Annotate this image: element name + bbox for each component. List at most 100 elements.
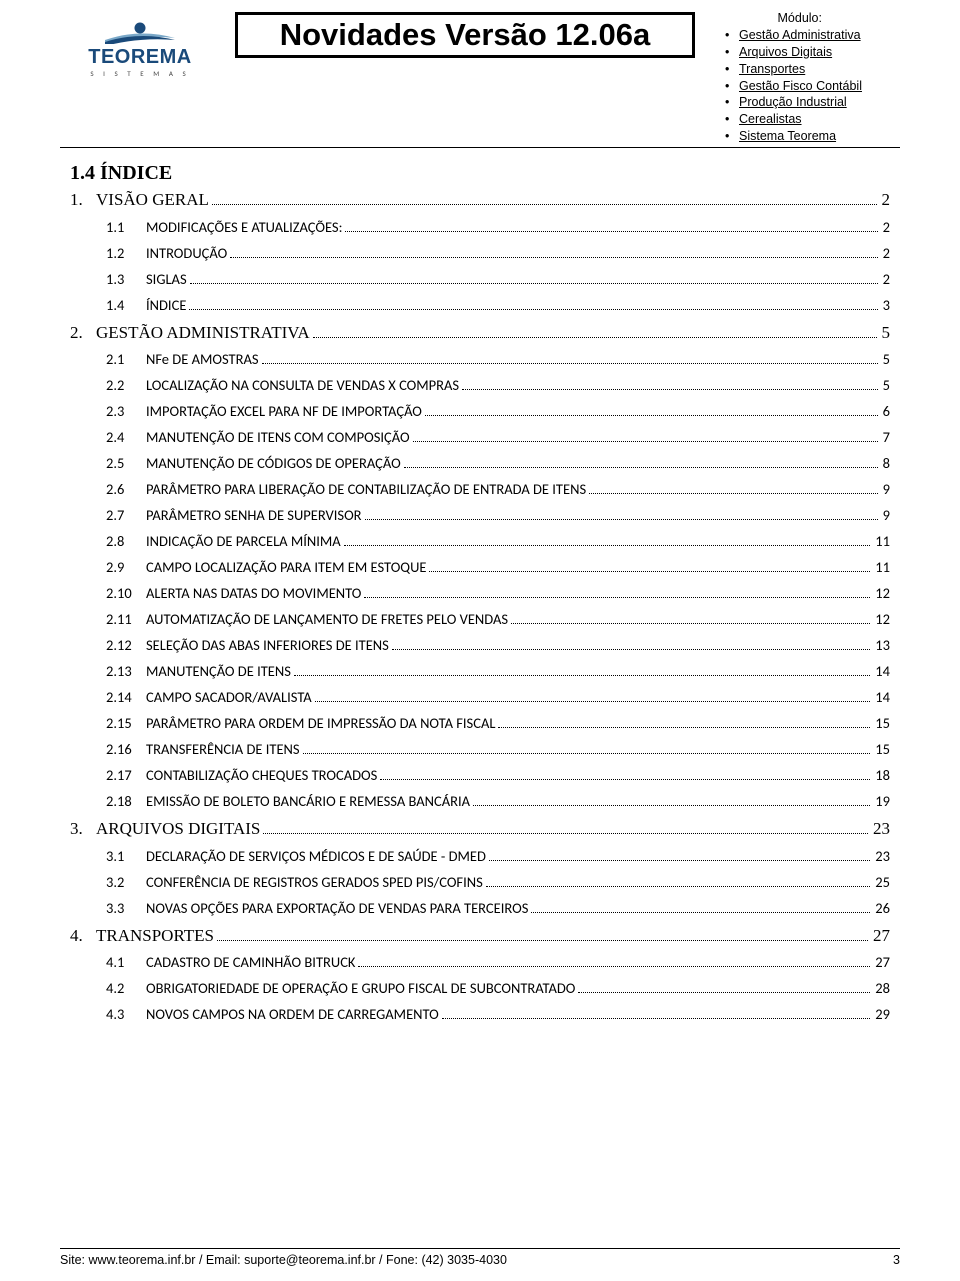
toc-number: 2.5 xyxy=(106,456,146,471)
toc-section[interactable]: 1.VISÃO GERAL2 xyxy=(70,191,890,208)
toc-entry[interactable]: 1.4ÍNDICE3 xyxy=(70,298,890,313)
toc-label: IMPORTAÇÃO EXCEL PARA NF DE IMPORTAÇÃO xyxy=(146,404,422,419)
module-item: Transportes xyxy=(727,61,862,78)
toc-page: 28 xyxy=(873,981,890,996)
toc-label: NOVOS CAMPOS NA ORDEM DE CARREGAMENTO xyxy=(146,1007,439,1022)
toc-page: 26 xyxy=(873,901,890,916)
toc-entry[interactable]: 2.18EMISSÃO DE BOLETO BANCÁRIO E REMESSA… xyxy=(70,794,890,809)
toc-number: 2.17 xyxy=(106,768,146,783)
toc-number: 2.3 xyxy=(106,404,146,419)
toc-leader xyxy=(315,701,871,702)
module-link[interactable]: Gestão Administrativa xyxy=(739,28,861,42)
toc-leader xyxy=(473,805,870,806)
toc-entry[interactable]: 2.10ALERTA NAS DATAS DO MOVIMENTO12 xyxy=(70,586,890,601)
toc-leader xyxy=(344,545,871,546)
toc-page: 27 xyxy=(873,955,890,970)
toc-leader xyxy=(413,441,878,442)
toc-section[interactable]: 3.ARQUIVOS DIGITAIS 23 xyxy=(70,820,890,837)
toc-label: MANUTENÇÃO DE ITENS COM COMPOSIÇÃO xyxy=(146,430,410,445)
toc-entry[interactable]: 4.3NOVOS CAMPOS NA ORDEM DE CARREGAMENTO… xyxy=(70,1007,890,1022)
module-link[interactable]: Arquivos Digitais xyxy=(739,45,832,59)
toc-entry[interactable]: 2.6PARÂMETRO PARA LIBERAÇÃO DE CONTABILI… xyxy=(70,482,890,497)
toc-number: 2.2 xyxy=(106,378,146,393)
module-item: Sistema Teorema xyxy=(727,128,862,145)
toc-label: ÍNDICE xyxy=(146,298,186,313)
toc-number: 2.16 xyxy=(106,742,146,757)
module-link[interactable]: Produção Industrial xyxy=(739,95,847,109)
toc-label: CONFERÊNCIA DE REGISTROS GERADOS SPED PI… xyxy=(146,875,483,890)
title-block: Novidades Versão 12.06a xyxy=(235,12,695,58)
module-link[interactable]: Gestão Fisco Contábil xyxy=(739,79,862,93)
toc-label: TRANSPORTES xyxy=(96,927,214,944)
toc-section[interactable]: 4.TRANSPORTES27 xyxy=(70,927,890,944)
toc-entry[interactable]: 3.1DECLARAÇÃO DE SERVIÇOS MÉDICOS E DE S… xyxy=(70,849,890,864)
logo-swoosh-icon xyxy=(100,22,180,44)
toc-entry[interactable]: 2.3IMPORTAÇÃO EXCEL PARA NF DE IMPORTAÇÃ… xyxy=(70,404,890,419)
toc-leader xyxy=(345,231,877,232)
toc-page: 2 xyxy=(881,272,890,287)
toc-leader xyxy=(262,363,878,364)
toc-entry[interactable]: 1.2INTRODUÇÃO2 xyxy=(70,246,890,261)
page-title: Novidades Versão 12.06a xyxy=(280,17,651,52)
toc-leader xyxy=(462,389,878,390)
toc-page: 9 xyxy=(881,482,890,497)
toc-number: 1.3 xyxy=(106,272,146,287)
logo-subtitle: S I S T E M A S xyxy=(90,69,189,78)
toc-entry[interactable]: 2.15PARÂMETRO PARA ORDEM DE IMPRESSÃO DA… xyxy=(70,716,890,731)
toc-entry[interactable]: 2.7PARÂMETRO SENHA DE SUPERVISOR9 xyxy=(70,508,890,523)
toc-entry[interactable]: 2.5MANUTENÇÃO DE CÓDIGOS DE OPERAÇÃO8 xyxy=(70,456,890,471)
toc-entry[interactable]: 2.12SELEÇÃO DAS ABAS INFERIORES DE ITENS… xyxy=(70,638,890,653)
module-link[interactable]: Cerealistas xyxy=(739,112,802,126)
toc-entry[interactable]: 1.3SIGLAS2 xyxy=(70,272,890,287)
toc-leader xyxy=(589,493,878,494)
toc-entry[interactable]: 2.17CONTABILIZAÇÃO CHEQUES TROCADOS18 xyxy=(70,768,890,783)
toc-leader xyxy=(230,257,877,258)
toc-page: 15 xyxy=(873,742,890,757)
toc-page: 5 xyxy=(881,352,890,367)
logo: TEOREMA S I S T E M A S xyxy=(60,22,220,78)
footer-page-number: 3 xyxy=(893,1253,900,1267)
toc-entry[interactable]: 1.1MODIFICAÇÕES E ATUALIZAÇÕES:2 xyxy=(70,220,890,235)
toc-number: 3.1 xyxy=(106,849,146,864)
toc-number: 2.4 xyxy=(106,430,146,445)
toc-number: 3. xyxy=(70,820,96,837)
toc-leader xyxy=(392,649,870,650)
module-item: Gestão Fisco Contábil xyxy=(727,78,862,95)
module-label: Módulo: xyxy=(715,10,862,27)
toc-page: 14 xyxy=(873,690,890,705)
toc-entry[interactable]: 2.1NFe DE AMOSTRAS5 xyxy=(70,352,890,367)
toc-label: EMISSÃO DE BOLETO BANCÁRIO E REMESSA BAN… xyxy=(146,794,470,809)
toc-leader xyxy=(442,1018,871,1019)
toc-entry[interactable]: 4.1CADASTRO DE CAMINHÃO BITRUCK27 xyxy=(70,955,890,970)
page-header: TEOREMA S I S T E M A S Novidades Versão… xyxy=(60,10,900,148)
toc-entry[interactable]: 3.2CONFERÊNCIA DE REGISTROS GERADOS SPED… xyxy=(70,875,890,890)
toc-entry[interactable]: 3.3NOVAS OPÇÕES PARA EXPORTAÇÃO DE VENDA… xyxy=(70,901,890,916)
toc-page: 23 xyxy=(871,820,890,837)
toc-label: MODIFICAÇÕES E ATUALIZAÇÕES: xyxy=(146,220,342,235)
toc-entry[interactable]: 2.16TRANSFERÊNCIA DE ITENS15 xyxy=(70,742,890,757)
toc-label: ARQUIVOS DIGITAIS xyxy=(96,820,260,837)
toc-label: GESTÃO ADMINISTRATIVA xyxy=(96,324,310,341)
toc-number: 2.8 xyxy=(106,534,146,549)
toc-leader xyxy=(190,283,878,284)
toc-leader xyxy=(303,753,871,754)
toc-label: SELEÇÃO DAS ABAS INFERIORES DE ITENS xyxy=(146,638,389,653)
toc-number: 2.11 xyxy=(106,612,146,627)
toc-entry[interactable]: 4.2OBRIGATORIEDADE DE OPERAÇÃO E GRUPO F… xyxy=(70,981,890,996)
toc-entry[interactable]: 2.2LOCALIZAÇÃO NA CONSULTA DE VENDAS X C… xyxy=(70,378,890,393)
index-heading: 1.4 ÍNDICE xyxy=(70,162,890,185)
toc-entry[interactable]: 2.4MANUTENÇÃO DE ITENS COM COMPOSIÇÃO7 xyxy=(70,430,890,445)
toc-page: 18 xyxy=(873,768,890,783)
toc-entry[interactable]: 2.13MANUTENÇÃO DE ITENS14 xyxy=(70,664,890,679)
toc-entry[interactable]: 2.11AUTOMATIZAÇÃO DE LANÇAMENTO DE FRETE… xyxy=(70,612,890,627)
module-link[interactable]: Transportes xyxy=(739,62,805,76)
toc-entry[interactable]: 2.9CAMPO LOCALIZAÇÃO PARA ITEM EM ESTOQU… xyxy=(70,560,890,575)
toc-entry[interactable]: 2.8INDICAÇÃO DE PARCELA MÍNIMA11 xyxy=(70,534,890,549)
toc-section[interactable]: 2.GESTÃO ADMINISTRATIVA5 xyxy=(70,324,890,341)
toc-page: 23 xyxy=(873,849,890,864)
toc-number: 2.18 xyxy=(106,794,146,809)
toc-entry[interactable]: 2.14CAMPO SACADOR/AVALISTA14 xyxy=(70,690,890,705)
module-link[interactable]: Sistema Teorema xyxy=(739,129,836,143)
toc-page: 5 xyxy=(881,378,890,393)
toc-leader xyxy=(217,940,868,941)
